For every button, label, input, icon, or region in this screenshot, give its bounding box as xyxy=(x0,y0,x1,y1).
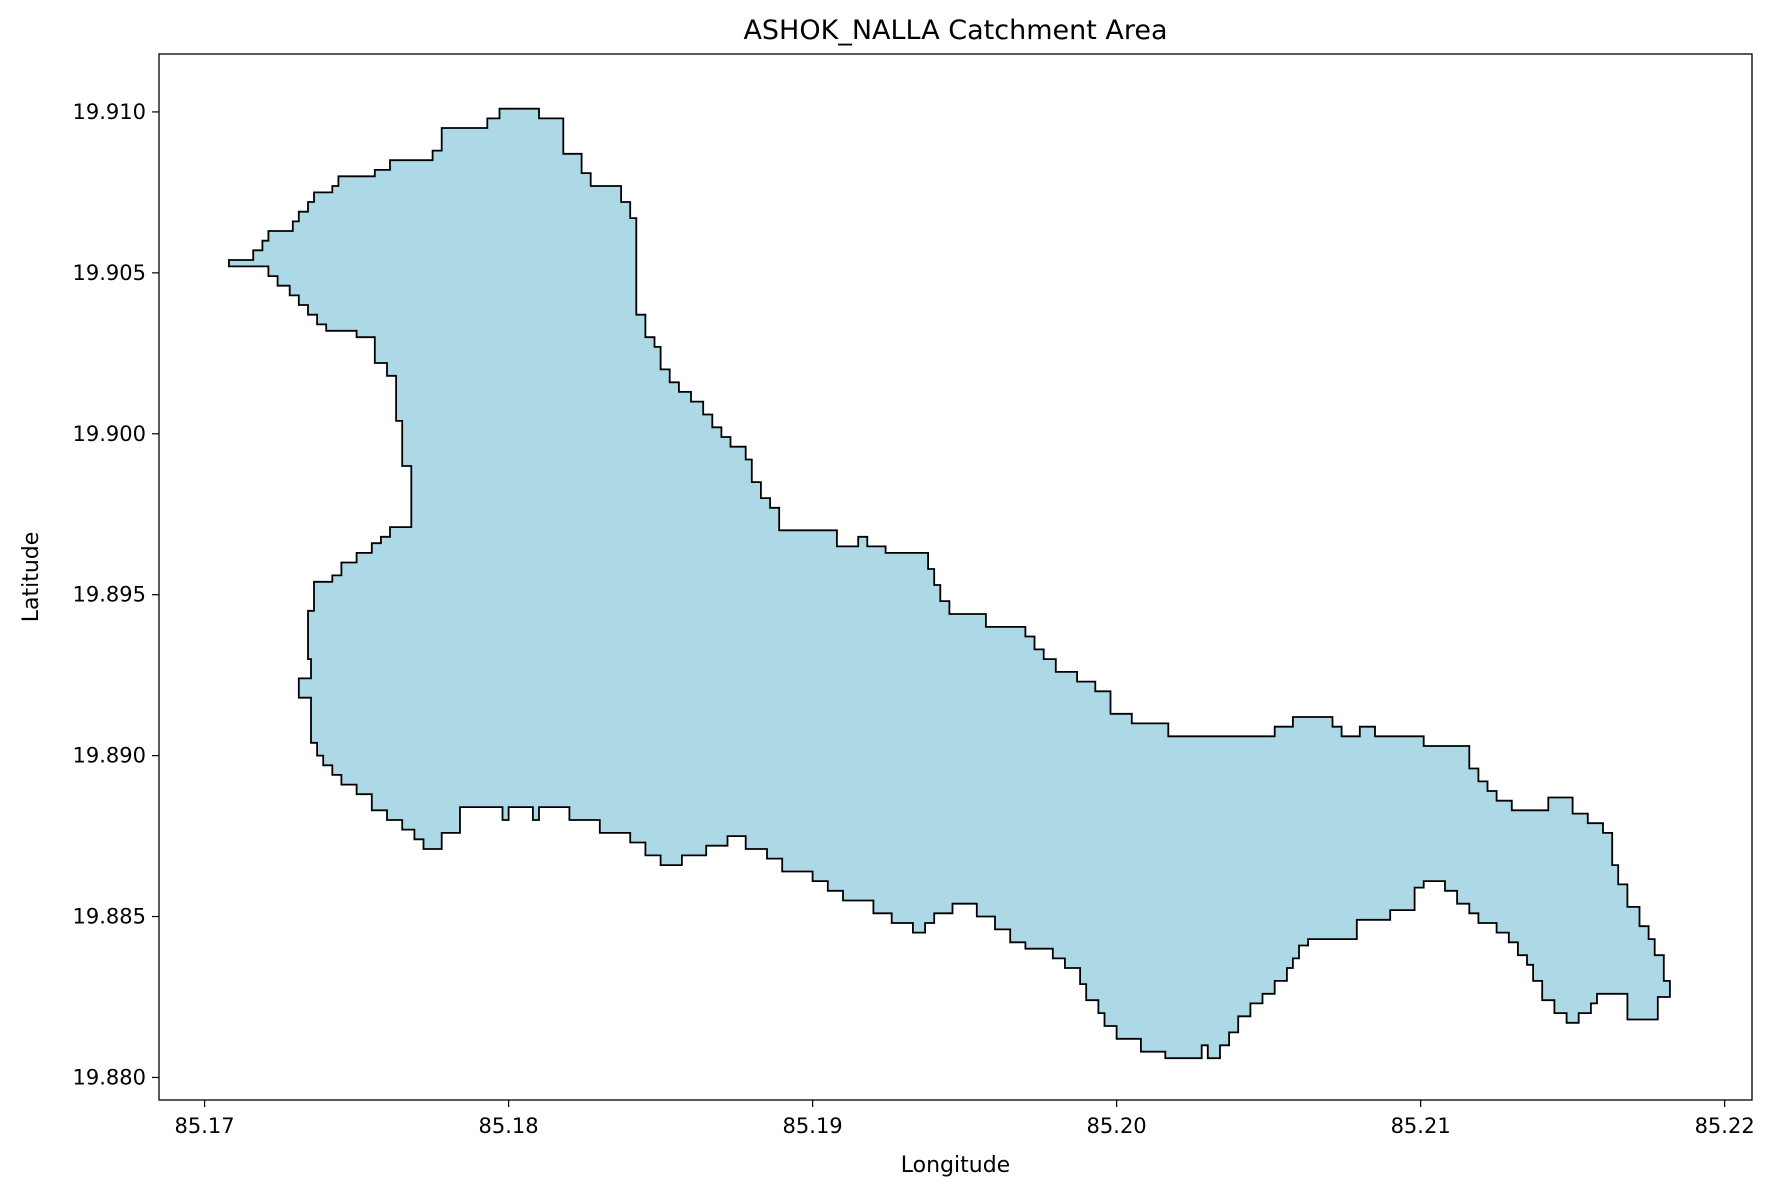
y-tick-label: 19.900 xyxy=(73,422,146,446)
plot-area xyxy=(158,53,1753,1101)
y-tick-label: 19.890 xyxy=(73,744,146,768)
y-tick-label: 19.910 xyxy=(73,100,146,124)
plot-frame xyxy=(158,53,1753,1101)
x-tick-label: 85.22 xyxy=(1695,1114,1755,1138)
x-tick-label: 85.20 xyxy=(1087,1114,1147,1138)
x-tick-label: 85.21 xyxy=(1391,1114,1451,1138)
x-axis-label: Longitude xyxy=(901,1153,1010,1178)
y-axis-ticks: 19.880 19.885 19.890 19.895 19.900 19.905 19.9… xyxy=(73,100,159,1089)
x-tick-label: 85.19 xyxy=(783,1114,843,1138)
y-axis-label: Latitude xyxy=(19,532,44,623)
catchment-polygon xyxy=(228,107,1671,1060)
y-tick-label: 19.895 xyxy=(73,583,146,607)
x-tick-label: 85.17 xyxy=(175,1114,235,1138)
map-title: ASHOK_NALLA Catchment Area xyxy=(743,15,1167,46)
x-axis-ticks: 85.17 85.18 85.19 85.20 85.21 85.22 xyxy=(175,1100,1755,1138)
x-tick-label: 85.18 xyxy=(479,1114,539,1138)
y-tick-label: 19.880 xyxy=(73,1065,146,1089)
y-tick-label: 19.885 xyxy=(73,905,146,929)
y-tick-label: 19.905 xyxy=(73,261,146,285)
